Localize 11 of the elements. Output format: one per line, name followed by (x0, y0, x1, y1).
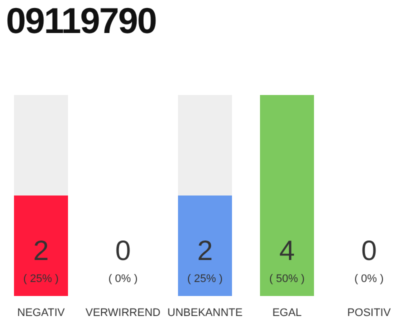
data-label: 4 ( 50% ) (269, 235, 305, 285)
data-label: 0 ( 0% ) (354, 235, 384, 285)
x-tick-label: NEGATIV (17, 307, 66, 319)
x-tick-label: UNBEKANNTE (167, 307, 243, 319)
x-tick-label: VERWIRREND (86, 307, 161, 319)
data-label: 0 ( 0% ) (108, 235, 138, 285)
x-tick-label: EGAL (272, 307, 302, 319)
x-tick-label: POSITIV (347, 307, 392, 319)
data-label: 2 ( 25% ) (23, 235, 59, 285)
chart-title: 09119790 (6, 0, 156, 42)
data-label: 2 ( 25% ) (187, 235, 223, 285)
